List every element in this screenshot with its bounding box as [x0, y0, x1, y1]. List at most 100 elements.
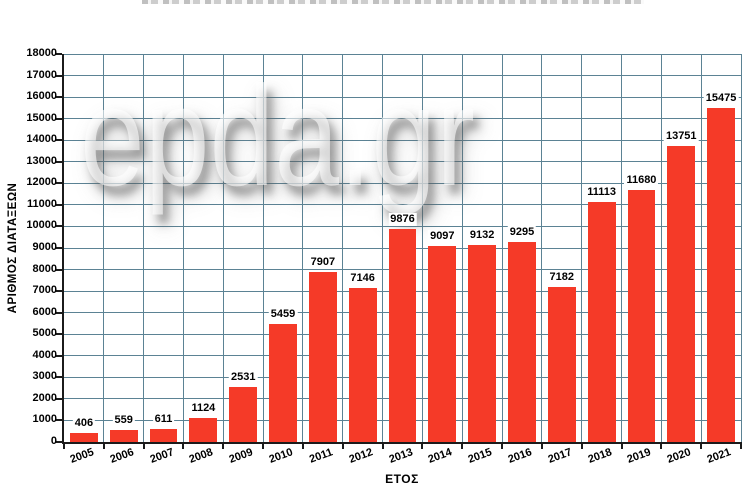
x-tick-label: 2011	[307, 446, 335, 466]
bar-2007	[149, 428, 178, 442]
bar-2021	[707, 108, 736, 442]
v-gridline	[501, 54, 503, 442]
y-tick-label: 15000	[26, 111, 57, 124]
y-tick-label: 18000	[26, 47, 57, 59]
v-gridline	[382, 54, 384, 442]
v-gridline	[660, 54, 662, 442]
h-gridline	[64, 53, 741, 55]
x-tick	[660, 444, 663, 449]
x-tick-label: 2021	[705, 446, 733, 466]
x-tick	[461, 444, 464, 449]
v-gridline	[182, 54, 184, 442]
y-tick	[55, 182, 62, 185]
bar-value-label: 9097	[428, 229, 457, 243]
bar-value-label: 13751	[663, 129, 699, 143]
x-tick	[222, 444, 225, 449]
bar-value-label: 611	[152, 412, 175, 426]
x-tick	[421, 444, 424, 449]
h-gridline	[64, 118, 741, 120]
bar-value-label: 7146	[348, 271, 377, 285]
x-tick-label: 2012	[347, 446, 375, 466]
y-tick	[55, 333, 62, 336]
x-tick-label: 2014	[426, 446, 454, 466]
x-tick-label: 2015	[466, 446, 494, 466]
y-tick-label: 8000	[32, 262, 57, 275]
x-tick	[63, 444, 65, 449]
h-gridline	[64, 96, 741, 98]
bar-2013	[388, 229, 417, 442]
bar-2014	[428, 245, 457, 442]
bar-2009	[229, 387, 258, 442]
y-tick	[55, 139, 62, 142]
bar-2018	[587, 202, 616, 442]
y-tick	[55, 354, 62, 357]
x-tick	[381, 444, 384, 449]
bar-value-label: 406	[72, 417, 96, 431]
y-tick-label: 4000	[32, 348, 57, 361]
y-tick-label: 11000	[27, 197, 57, 210]
x-tick-label: 2016	[506, 446, 534, 466]
bar-2020	[667, 145, 696, 442]
y-tick	[55, 419, 62, 422]
plot-area: 406 559 611 1124 2531 5459 7907 7146 9876 9097 913…	[64, 53, 742, 442]
y-tick	[55, 74, 62, 77]
y-tick-label: 2000	[32, 391, 57, 404]
h-gridline	[64, 182, 741, 184]
x-tick	[341, 444, 344, 449]
bar-value-label: 559	[112, 413, 135, 427]
h-gridline	[64, 204, 741, 206]
y-tick	[55, 96, 62, 99]
bar-value-label: 2531	[228, 371, 258, 385]
x-tick	[102, 444, 105, 449]
bar-2015	[468, 245, 497, 442]
x-tick-label: 2006	[108, 446, 136, 466]
x-tick-label: 2018	[586, 446, 614, 466]
x-tick	[700, 444, 703, 449]
v-gridline	[621, 54, 623, 442]
v-gridline	[302, 54, 304, 442]
y-tick-label: 10000	[26, 219, 57, 232]
y-tick-label: 17000	[26, 68, 57, 81]
x-tick	[142, 444, 145, 449]
bar-2008	[189, 417, 218, 442]
y-tick-label: 0	[50, 435, 57, 447]
x-tick-label: 2009	[227, 446, 255, 466]
bar-value-label: 11680	[624, 174, 659, 188]
bar-2005	[69, 433, 98, 442]
y-tick-label: 7000	[32, 284, 57, 297]
x-tick-label: 2007	[148, 446, 176, 466]
v-gridline	[342, 54, 344, 442]
x-tick-label: 2019	[625, 446, 654, 466]
x-axis-title: ΕΤΟΣ	[385, 472, 419, 486]
bar-value-label: 7182	[547, 271, 577, 285]
v-gridline	[262, 54, 264, 442]
h-gridline	[64, 161, 741, 163]
bar-2010	[269, 324, 297, 442]
bar-value-label: 15475	[703, 92, 739, 106]
x-tick	[301, 444, 304, 449]
y-tick	[55, 203, 62, 206]
x-tick-label: 2013	[386, 446, 415, 466]
y-tick-label: 5000	[32, 327, 57, 340]
bar-2019	[627, 190, 656, 442]
x-tick	[620, 444, 623, 449]
y-tick-label: 16000	[26, 90, 57, 103]
v-gridline	[143, 54, 145, 442]
clipped-title-remnant	[142, 0, 644, 4]
y-tick	[55, 117, 62, 120]
x-tick	[580, 444, 583, 449]
y-tick-label: 6000	[32, 305, 57, 318]
x-tick	[540, 444, 543, 449]
h-gridline	[64, 225, 741, 227]
x-tick-label: 2017	[546, 446, 574, 466]
v-gridline	[421, 54, 423, 442]
bar-value-label: 9295	[507, 225, 537, 239]
y-tick	[55, 397, 62, 400]
y-tick-label: 1000	[32, 413, 57, 426]
h-gridline	[64, 139, 741, 141]
x-tick	[182, 444, 185, 449]
bar-value-label: 9132	[467, 229, 497, 243]
x-tick-label: 2020	[665, 446, 693, 466]
y-tick	[55, 160, 62, 163]
